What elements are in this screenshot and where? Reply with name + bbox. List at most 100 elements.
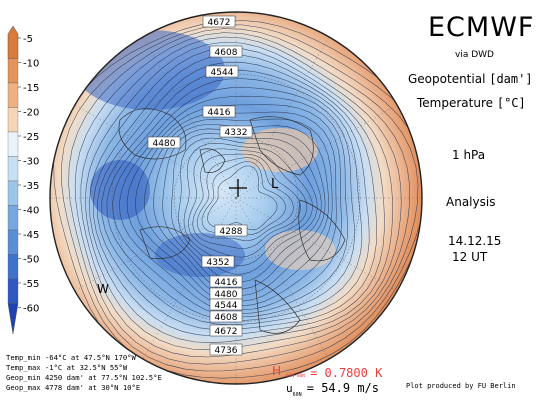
contour-label-box: [209, 298, 243, 311]
gradient-label: 60N-80N: [286, 374, 305, 379]
valid-date: 14.12.15: [448, 234, 502, 248]
colorbar-label: -35: [23, 181, 39, 192]
contour-line: [93, 54, 385, 337]
contour-label: 4544: [211, 68, 234, 78]
contour-line: [207, 165, 278, 231]
warm-patch-east: [242, 128, 318, 172]
temp-min: Temp_min -64°C at 47.5°N 170°W: [6, 353, 136, 362]
contour-label: 4332: [225, 128, 248, 138]
contour-label-box: [214, 224, 248, 237]
contour-line: [119, 95, 348, 314]
colorbar-label: -40: [23, 206, 39, 217]
meridian-line: [235, 197, 398, 292]
geop-min: Geop_min 4250 dam' at 77.5°N 102.5°E: [6, 373, 162, 382]
contour-label: 4352: [207, 258, 230, 268]
meridian-line: [74, 104, 237, 199]
high-marker: H: [272, 364, 281, 378]
wind-subscript: 60N: [292, 392, 302, 399]
temperature-colorbar: -5 -10 -15 -20 -25 -30 -35 -40 -45 -50 -55 -60: [7, 25, 39, 335]
contour-line: [112, 87, 355, 318]
colorbar-label: -50: [23, 255, 39, 266]
colorbar-tip-bottom: [7, 303, 19, 335]
field2-name: Temperature: [417, 96, 494, 110]
field2-unit: [°C]: [496, 96, 526, 110]
meridian-line: [142, 197, 237, 360]
credit: Plot produced by FU Berlin: [406, 382, 516, 390]
contour-label-box: [202, 105, 236, 118]
contour-label: 4416: [208, 108, 231, 118]
contour-line: [80, 36, 410, 358]
contour-label-box: [209, 343, 243, 356]
coastline: [199, 148, 226, 173]
field1-unit: [dam']: [489, 72, 533, 86]
meridian-line: [235, 36, 330, 199]
colorbar-label: -60: [23, 304, 39, 315]
contour-label: 4672: [215, 327, 238, 337]
contour-label: 4288: [220, 227, 243, 237]
contour-line: [126, 104, 342, 311]
contour-line: [196, 157, 294, 241]
contour-line: [162, 128, 326, 290]
field1-name: Geopotential: [408, 72, 486, 86]
contour-label-box: [209, 324, 243, 337]
analysis-type: Analysis: [446, 195, 496, 209]
contour-line: [171, 132, 322, 283]
colorbar-label: -30: [23, 157, 39, 168]
model-title: ECMWF: [428, 12, 535, 43]
wind-value: = 54.9 m/s: [306, 381, 379, 395]
gradient-value: = 0.7800 K: [310, 366, 383, 380]
colorbar-label: -20: [23, 108, 39, 119]
colorbar-label: -25: [23, 132, 39, 143]
contour-line: [85, 41, 402, 351]
field2-label: Temperature [°C]: [417, 96, 526, 110]
colorbar-label: -15: [23, 83, 39, 94]
contour-line: [97, 61, 377, 331]
contour-line: [68, 28, 422, 372]
coastlines: [118, 108, 346, 334]
contour-line: [201, 161, 286, 235]
coastline: [139, 226, 191, 259]
coastline: [118, 108, 187, 160]
colorbar-label: -5: [23, 34, 33, 45]
contour-line: [135, 111, 337, 307]
cold-pool-north: [75, 30, 225, 110]
temp-max: Temp_max -1°C at 32.5°N 55°W: [6, 363, 128, 372]
contour-line: [74, 32, 419, 365]
contour-line: [106, 78, 363, 321]
contour-line: [192, 153, 301, 249]
zonal-wind: u60N = 54.9 m/s: [286, 377, 379, 398]
valid-time: 12 UT: [452, 250, 488, 264]
contour-label: 4608: [215, 48, 238, 58]
coastline: [254, 279, 301, 334]
contour-label-box: [209, 310, 243, 323]
warm-patch-southeast: [265, 230, 335, 270]
wind-label: u: [286, 382, 293, 395]
contour-labels: 4672 4608 4544 4416 4332 4480 4288 4352 4416 4480…: [147, 15, 253, 356]
field1-label: Geopotential [dam']: [408, 72, 533, 86]
contour-label-box: [202, 15, 236, 28]
colorbar-label: -45: [23, 230, 39, 241]
pressure-level: 1 hPa: [452, 148, 486, 162]
contour-label-box: [209, 275, 243, 288]
contour-label-box: [147, 136, 181, 149]
contour-line: [178, 137, 318, 275]
contour-line: [183, 142, 313, 267]
contour-label-box: [209, 45, 243, 58]
meridian-line: [235, 197, 330, 360]
west-marker: W: [97, 282, 109, 296]
colorbar-label: -55: [23, 279, 39, 290]
meridian-line: [142, 36, 237, 199]
meridian-line: [235, 104, 398, 199]
contour-label: 4480: [215, 290, 238, 300]
contour-line: [188, 148, 308, 258]
low-marker: L: [271, 177, 279, 192]
contour-line: [89, 47, 393, 343]
temperature-gradient: 60N-80N = 0.7800 K: [286, 362, 382, 381]
contour-line: [153, 124, 329, 296]
contour-label: 4480: [153, 139, 176, 149]
contour-label: 4608: [215, 313, 238, 323]
contour-label-box: [201, 255, 235, 268]
colorbar-label: -10: [23, 59, 39, 70]
geop-max: Geop_max 4778 dam' at 30°N 10°E: [6, 383, 141, 392]
